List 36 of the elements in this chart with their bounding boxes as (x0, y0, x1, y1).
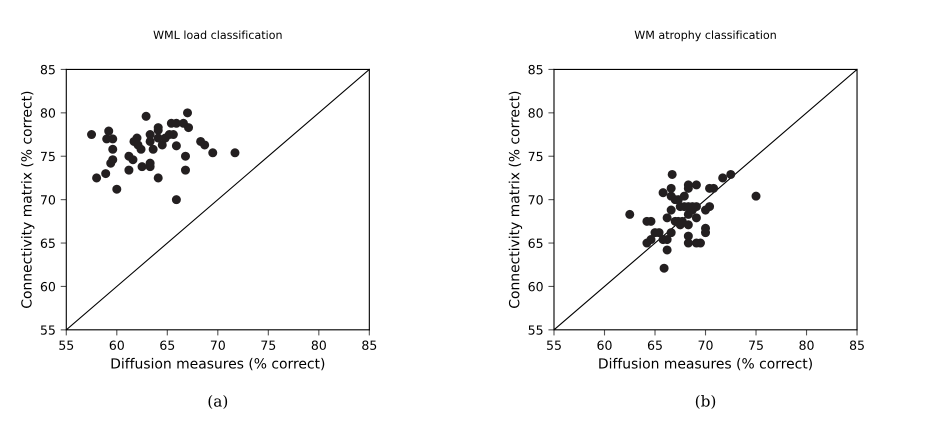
y-tick-label: 55 (40, 325, 55, 335)
chart-title: WML load classification (153, 30, 282, 40)
x-tick-label: 85 (850, 340, 864, 350)
y-tick-label: 85 (528, 64, 542, 74)
y-tick-label: 75 (40, 152, 55, 162)
x-tick-label: 85 (362, 340, 376, 350)
x-tick-label: 60 (110, 340, 124, 350)
y-axis-title: Connectivity matrix (% correct) (20, 92, 34, 308)
x-tick-label: 80 (799, 340, 814, 350)
y-tick-label: 65 (528, 238, 542, 248)
y-tick-label: 70 (528, 195, 543, 205)
y-tick-label: 65 (40, 238, 55, 248)
y-tick-label: 75 (528, 152, 542, 162)
y-tick-label: 70 (40, 195, 56, 205)
y-tick-label: 60 (40, 282, 56, 292)
y-tick-label: 55 (528, 325, 542, 335)
y-tick-label: 80 (40, 108, 56, 118)
x-tick-label: 55 (547, 340, 561, 350)
x-tick-label: 75 (749, 340, 763, 350)
x-tick-label: 60 (597, 340, 612, 350)
x-tick-label: 70 (210, 340, 225, 350)
text: (a) (208, 394, 228, 409)
y-tick-label: 80 (528, 108, 543, 118)
x-tick-label: 65 (160, 340, 174, 350)
x-tick-label: 70 (698, 340, 713, 350)
x-tick-label: 65 (648, 340, 662, 350)
y-axis-title: Connectivity matrix (% correct) (508, 92, 522, 308)
x-tick-label: 75 (261, 340, 276, 350)
x-axis-title: Diffusion measures (% correct) (112, 358, 324, 370)
y-tick-label: 85 (40, 64, 55, 74)
x-tick-label: 80 (312, 340, 326, 350)
text: (b) (696, 394, 716, 409)
x-tick-label: 55 (59, 340, 74, 350)
chart-title: WM atrophy classification (634, 30, 776, 42)
y-tick-label: 60 (528, 282, 543, 292)
x-axis-title: Diffusion measures (% correct) (599, 358, 812, 370)
